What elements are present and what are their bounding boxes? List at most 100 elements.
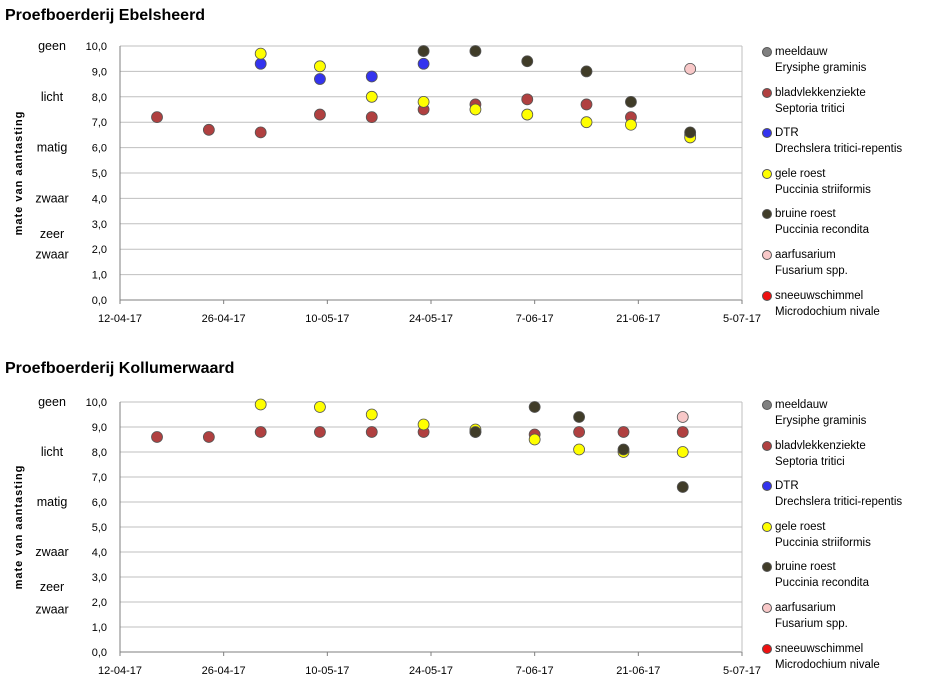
legend-scientific-name: Drechslera tritici-repentis <box>775 496 903 509</box>
x-tick-label: 10-05-17 <box>305 313 349 325</box>
data-point-DTR <box>365 70 378 83</box>
data-point-DTR <box>417 57 430 70</box>
legend-marker-icon <box>762 400 772 410</box>
legend-marker-icon <box>762 643 772 654</box>
y-tick-label: 4,0 <box>92 547 107 559</box>
legend-series-name: sneeuwschimmel <box>775 642 864 655</box>
data-point-bruine-roest <box>469 426 482 438</box>
data-point-gele-roest <box>469 103 482 116</box>
data-point-bladvlekkenziekte <box>573 426 585 438</box>
severity-label: zwaar <box>35 603 68 617</box>
legend-item: aarfusarium Fusarium spp. <box>762 248 934 282</box>
severity-label: zwaar <box>35 191 68 205</box>
legend-marker-icon <box>762 481 772 492</box>
x-tick-label: 21-06-17 <box>616 313 660 325</box>
legend-scientific-name: Septoria tritici <box>775 102 845 115</box>
legend-item: bladvlekkenziekte Septoria tritici <box>762 86 934 120</box>
legend-marker-icon <box>762 440 772 451</box>
data-point-bruine-roest <box>469 45 482 57</box>
legend-series-name: meeldauw <box>775 399 828 411</box>
legend-scientific-name: Erysiphe graminis <box>775 415 867 427</box>
legend-item: bruine roest Puccinia recondita <box>762 560 934 594</box>
data-point-bladvlekkenziekte <box>202 123 215 136</box>
severity-label: matig <box>37 495 68 509</box>
severity-label: licht <box>41 445 64 459</box>
legend-item: meeldauw Erysiphe graminis <box>762 45 934 79</box>
legend-series-name: gele roest <box>775 520 826 533</box>
legend-scientific-name: Septoria tritici <box>775 455 845 468</box>
legend-series-name: aarfusarium <box>775 249 836 261</box>
legend-scientific-name: Puccinia recondita <box>775 577 869 590</box>
data-point-bladvlekkenziekte <box>151 431 163 443</box>
chart-panel-kollumerwaard: Proefboerderij Kollumerwaard 0,0 1,0 2,0 3,… <box>0 354 936 685</box>
legend-scientific-name: Puccinia striiformis <box>775 183 871 196</box>
severity-label: matig <box>37 141 68 155</box>
legend: meeldauw Erysiphe graminis bladvlekkenziek… <box>762 398 934 685</box>
y-axis-title: mate van aantasting <box>13 465 25 590</box>
data-point-gele-roest <box>625 118 637 131</box>
legend-item: meeldauw Erysiphe graminis <box>762 398 934 432</box>
data-point-gele-roest <box>417 95 430 108</box>
x-tick-label: 5-07-17 <box>723 665 761 677</box>
legend-scientific-name: Fusarium spp. <box>775 618 848 630</box>
y-tick-label: 1,0 <box>92 270 107 282</box>
chart-panel-ebelsheerd: Proefboerderij Ebelsheerd 0,0 1,0 2,0 3,0 4,… <box>5 7 934 335</box>
data-point-gele-roest <box>365 90 378 103</box>
y-tick-label: 0,0 <box>92 295 107 307</box>
data-point-DTR <box>314 73 326 85</box>
severity-label: zwaar <box>35 247 68 261</box>
data-point-bladvlekkenziekte <box>521 93 534 106</box>
legend-marker-icon <box>762 128 772 139</box>
x-tick-label: 12-04-17 <box>98 665 142 677</box>
legend-scientific-name: Microdochium nivale <box>775 305 880 318</box>
y-tick-label: 7,0 <box>92 472 107 484</box>
x-tick-label: 24-05-17 <box>409 665 453 677</box>
data-point-gele-roest <box>573 443 585 456</box>
data-point-bladvlekkenziekte <box>580 98 593 111</box>
y-tick-label: 9,0 <box>92 422 107 434</box>
data-point-gele-roest <box>314 60 326 73</box>
data-point-bruine-roest <box>625 95 637 108</box>
legend-series-name: bruine roest <box>775 208 836 221</box>
legend-marker-icon <box>762 87 772 98</box>
legend-marker-icon <box>762 47 772 57</box>
legend-series-name: bladvlekkenziekte <box>775 86 866 99</box>
y-axis-title: mate van aantasting <box>13 111 25 236</box>
y-tick-label: 2,0 <box>92 244 107 256</box>
x-tick-label: 26-04-17 <box>202 313 246 325</box>
data-point-bladvlekkenziekte <box>254 426 267 438</box>
legend-item: gele roest Puccinia striiformis <box>762 520 934 554</box>
data-point-bruine-roest <box>573 411 585 423</box>
legend-series-name: bruine roest <box>775 561 836 574</box>
chart-title: Proefboerderij Kollumerwaard <box>5 360 235 377</box>
legend-marker-icon <box>762 521 772 532</box>
data-point-gele-roest <box>254 47 267 60</box>
legend-marker-icon <box>762 209 772 220</box>
x-tick-label: 7-06-17 <box>516 665 554 677</box>
severity-label: geen <box>38 39 66 53</box>
x-tick-label: 7-06-17 <box>516 313 554 325</box>
y-tick-label: 5,0 <box>92 522 107 534</box>
y-tick-label: 0,0 <box>92 647 107 659</box>
legend-scientific-name: Erysiphe graminis <box>775 62 867 74</box>
legend-series-name: DTR <box>775 127 799 140</box>
x-tick-label: 12-04-17 <box>98 313 142 325</box>
y-tick-label: 5,0 <box>92 168 107 180</box>
y-tick-label: 4,0 <box>92 193 107 205</box>
legend-series-name: bladvlekkenziekte <box>775 439 866 452</box>
legend-series-name: meeldauw <box>775 46 828 58</box>
scatter-chart: 0,0 1,0 2,0 3,0 4,0 5,0 6,0 7,0 8,0 9,0 10,0 12-04-… <box>13 395 761 677</box>
legend: meeldauw Erysiphe graminis bladvlekkenziek… <box>762 45 934 335</box>
legend-series-name: gele roest <box>775 167 826 180</box>
y-tick-label: 8,0 <box>92 447 107 459</box>
data-point-DTR <box>254 57 267 70</box>
legend-item: sneeuwschimmel Microdochium nivale <box>762 642 934 676</box>
data-point-bruine-roest <box>676 481 689 493</box>
y-tick-label: 8,0 <box>92 92 107 104</box>
y-tick-label: 1,0 <box>92 622 107 634</box>
data-point-aarfusarium <box>676 411 689 423</box>
legend-marker-icon <box>762 603 772 613</box>
x-tick-label: 24-05-17 <box>409 313 453 325</box>
data-point-bladvlekkenziekte <box>365 111 378 124</box>
severity-label: licht <box>41 90 64 104</box>
